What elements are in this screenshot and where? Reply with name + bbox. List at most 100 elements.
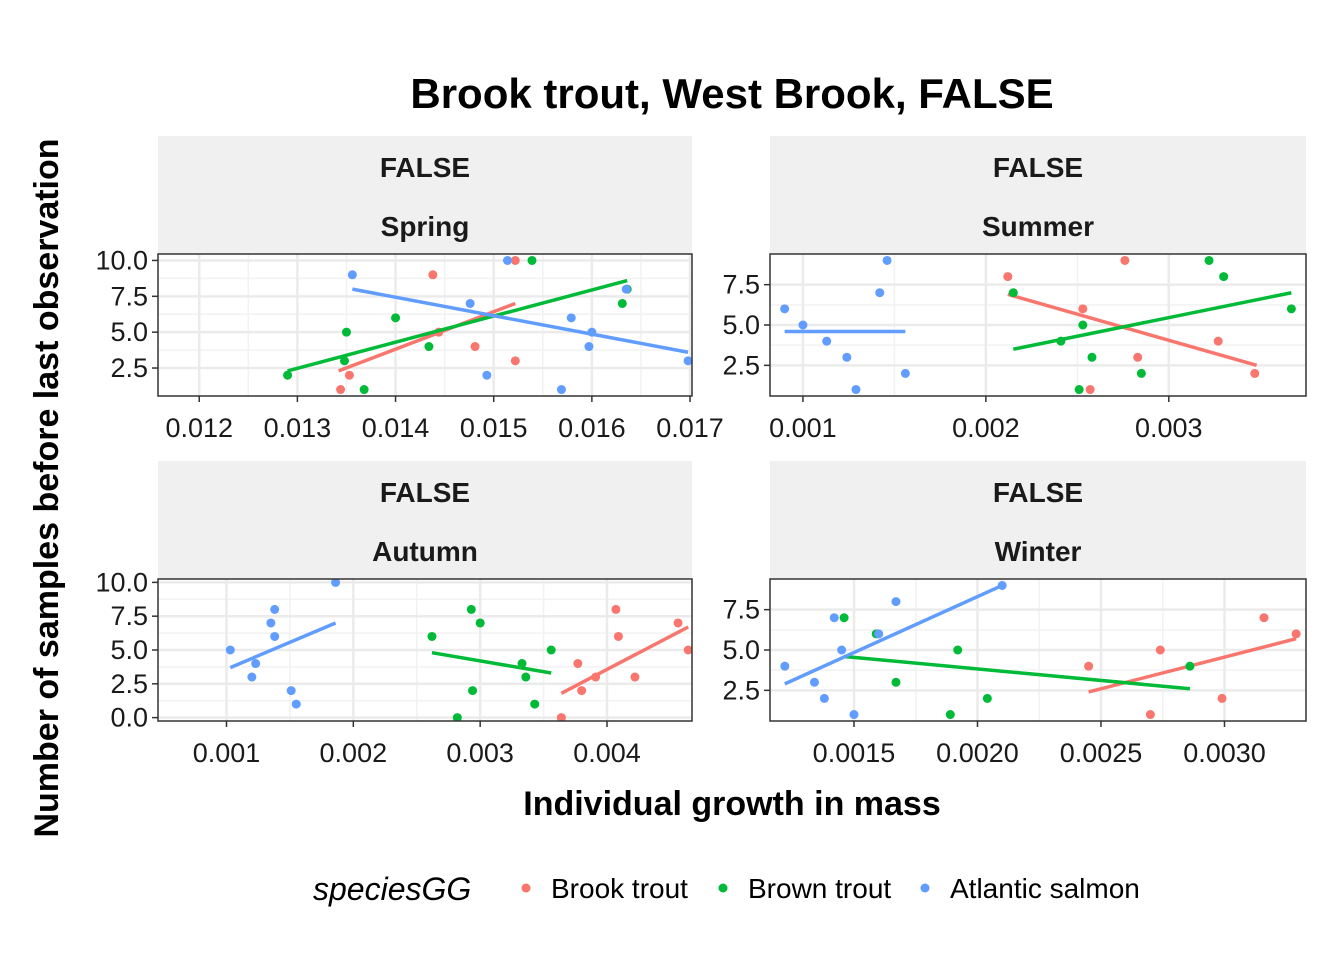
data-point-brown-trout: [452, 713, 462, 721]
data-point-brown-trout: [1087, 352, 1097, 362]
y-tick-label: 0.0: [110, 703, 148, 733]
x-tick-label: 0.015: [460, 413, 528, 443]
x-tick-label: 0.017: [656, 413, 724, 443]
data-point-atlantic-salmon: [780, 661, 790, 671]
legend-title: speciesGG: [313, 871, 471, 907]
data-point-brook-trout: [1084, 661, 1094, 671]
data-point-atlantic-salmon: [683, 356, 692, 366]
strip-background: [770, 461, 1306, 579]
data-point-brown-trout: [1136, 368, 1146, 378]
strip-label-season: Autumn: [372, 536, 478, 567]
chart-title: Brook trout, West Brook, FALSE: [410, 70, 1053, 117]
data-point-brook-trout: [1078, 304, 1088, 314]
data-point-atlantic-salmon: [809, 677, 819, 687]
data-point-atlantic-salmon: [225, 645, 235, 655]
gridlines: [158, 579, 692, 721]
data-point-atlantic-salmon: [837, 645, 847, 655]
data-point-brown-trout: [1008, 288, 1018, 298]
trend-line-atlantic-salmon: [229, 621, 337, 670]
gridlines: [158, 254, 692, 396]
series-atlantic-salmon: [780, 580, 1007, 720]
data-point-atlantic-salmon: [829, 613, 839, 623]
x-tick-label: 0.0030: [1183, 738, 1266, 768]
x-tick-label: 0.001: [769, 413, 837, 443]
data-point-atlantic-salmon: [900, 368, 910, 378]
data-point-atlantic-salmon: [266, 618, 276, 628]
data-point-brown-trout: [1286, 304, 1296, 314]
data-point-atlantic-salmon: [482, 370, 492, 380]
data-point-brook-trout: [344, 370, 354, 380]
data-point-atlantic-salmon: [780, 304, 790, 314]
x-tick-label: 0.003: [446, 738, 514, 768]
strip-label-season: Spring: [381, 211, 470, 242]
data-point-atlantic-salmon: [822, 336, 832, 346]
data-point-brown-trout: [466, 604, 476, 614]
data-point-brown-trout: [546, 645, 556, 655]
data-point-atlantic-salmon: [891, 597, 901, 607]
data-point-atlantic-salmon: [566, 313, 576, 323]
data-point-atlantic-salmon: [819, 693, 829, 703]
data-point-atlantic-salmon: [851, 385, 861, 395]
strip-background: [770, 136, 1306, 254]
data-point-brown-trout: [617, 298, 627, 308]
strip-label-season: Summer: [982, 211, 1094, 242]
y-axis-title: Number of samples before last observatio…: [28, 138, 66, 837]
data-point-brown-trout: [340, 356, 350, 366]
data-point-atlantic-salmon: [347, 270, 357, 280]
data-point-atlantic-salmon: [331, 579, 341, 587]
data-point-atlantic-salmon: [882, 255, 892, 265]
strip-label-top: FALSE: [380, 477, 470, 508]
data-layer: [283, 255, 692, 395]
legend-entry-brown-trout: Brown trout: [718, 873, 891, 904]
trend-line-brown-trout: [1012, 291, 1292, 351]
data-point-brown-trout: [521, 672, 531, 682]
data-point-brown-trout: [475, 618, 485, 628]
data-point-brook-trout: [1120, 255, 1130, 265]
legend-entry-brook-trout: Brook trout: [521, 873, 688, 904]
data-point-brook-trout: [630, 672, 640, 682]
data-point-brown-trout: [391, 313, 401, 323]
trend-line-brown-trout: [431, 650, 552, 675]
data-layer: [780, 580, 1301, 720]
x-tick-label: 0.013: [264, 413, 332, 443]
data-point-brown-trout: [424, 342, 434, 352]
trend-line-brook-trout: [560, 625, 690, 695]
data-point-brook-trout: [1291, 629, 1301, 639]
y-tick-label: 7.5: [110, 601, 148, 631]
legend-label-brook-trout: Brook trout: [551, 873, 688, 904]
strip-label-top: FALSE: [993, 152, 1083, 183]
data-point-atlantic-salmon: [502, 255, 512, 265]
data-point-atlantic-salmon: [584, 342, 594, 352]
strip-background: [158, 136, 692, 254]
trend-line-brown-trout: [287, 278, 628, 373]
data-point-brown-trout: [945, 710, 955, 720]
data-point-brook-trout: [611, 604, 621, 614]
legend-key-atlantic-salmon: [920, 883, 930, 893]
series-brown-trout: [283, 255, 632, 395]
y-tick-label: 7.5: [110, 281, 148, 311]
data-point-atlantic-salmon: [251, 659, 261, 669]
panel-spring: FALSE Spring 0.012 0.013 0.014 0.015 0.016 0.01…: [95, 136, 724, 443]
legend-key-brown-trout: [718, 883, 728, 893]
data-point-atlantic-salmon: [874, 629, 884, 639]
y-tick-label: 10.0: [95, 567, 148, 597]
data-point-brown-trout: [891, 677, 901, 687]
data-point-atlantic-salmon: [270, 604, 280, 614]
x-tick-label: 0.014: [362, 413, 430, 443]
plot-background: [158, 254, 692, 396]
series-brown-trout: [427, 604, 556, 721]
data-point-brown-trout: [517, 659, 527, 669]
data-point-atlantic-salmon: [556, 385, 566, 395]
data-point-brook-trout: [1085, 385, 1095, 395]
data-point-brook-trout: [556, 713, 566, 721]
strip-label-top: FALSE: [380, 152, 470, 183]
panel-autumn: FALSE Autumn 0.001 0.002 0.003 0.004 0.0 2.5 5.0…: [95, 461, 693, 768]
gridlines: [770, 579, 1306, 721]
legend-key-brook-trout: [521, 883, 531, 893]
strip-label-top: FALSE: [993, 477, 1083, 508]
y-tick-label: 2.5: [110, 353, 148, 383]
data-point-atlantic-salmon: [875, 288, 885, 298]
data-point-brown-trout: [839, 613, 849, 623]
data-point-brown-trout: [359, 385, 369, 395]
series-brook-trout: [556, 604, 692, 721]
